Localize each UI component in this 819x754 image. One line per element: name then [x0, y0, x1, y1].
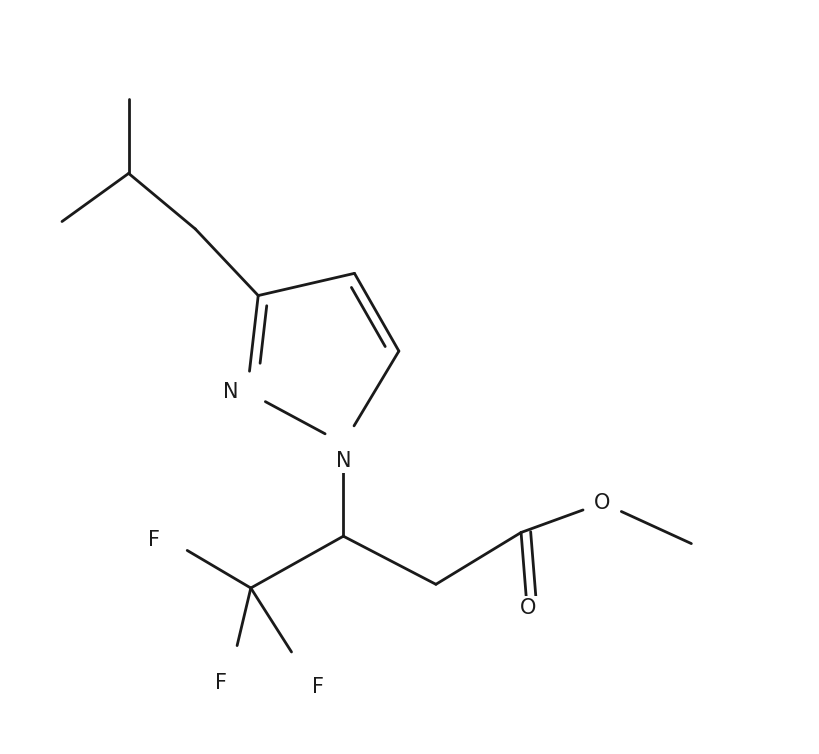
Text: F: F	[311, 677, 324, 697]
Text: F: F	[148, 530, 161, 550]
Text: F: F	[215, 673, 227, 693]
Text: N: N	[223, 382, 238, 402]
Text: O: O	[519, 598, 536, 618]
Text: N: N	[335, 451, 351, 471]
Text: O: O	[594, 493, 610, 513]
